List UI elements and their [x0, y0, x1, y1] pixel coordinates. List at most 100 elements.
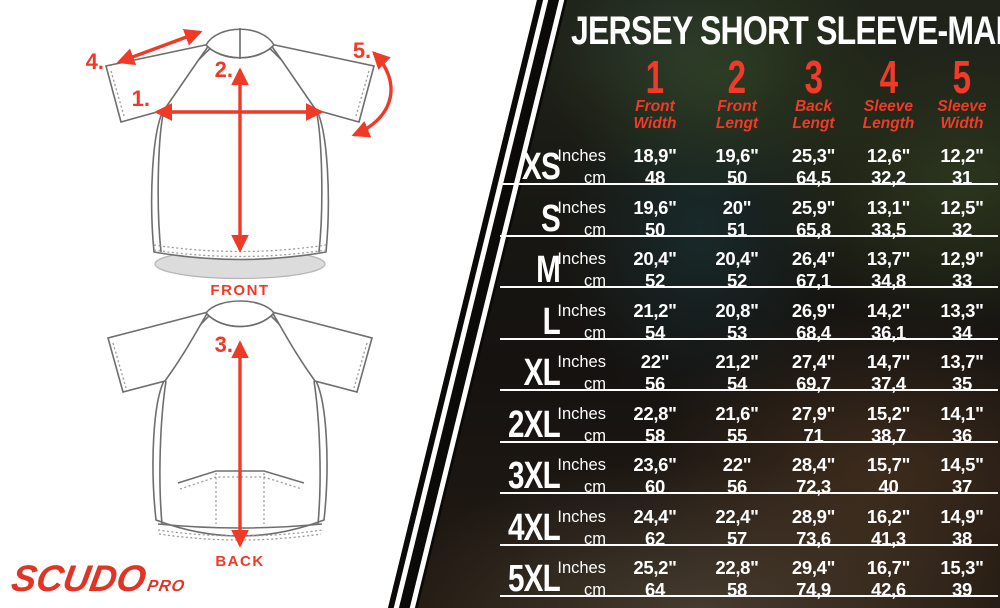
value-cell-back-length: 28,4" 72,3	[791, 454, 836, 497]
size-row: M Inches cm 20,4" 52 20,4" 52 26,4" 67,1	[492, 245, 998, 297]
row-separator	[500, 595, 998, 597]
value-cell-sleeve-width: 14,1" 36	[940, 402, 984, 446]
value-cell-sleeve-width: 12,5" 32	[940, 196, 984, 240]
row-separator	[500, 183, 998, 185]
value-cell-front-width: 23,6" 60	[633, 454, 677, 497]
size-label: 2XL	[507, 403, 561, 446]
value-cell-sleeve-length: 14,2" 36,1	[866, 299, 911, 343]
value-cell-sleeve-width: 15,3" 39	[940, 557, 984, 600]
unit-cm: cm	[584, 426, 606, 445]
value-cell-front-length: 20" 51	[722, 196, 752, 240]
front-left-cuff-stitch	[110, 70, 125, 117]
column-label: Front Width	[633, 98, 677, 132]
back-right-cuff-stitch	[353, 342, 368, 389]
back-left-cuff-stitch	[112, 342, 127, 389]
unit-cell: Inches cm	[557, 348, 612, 400]
row-separator	[500, 492, 998, 494]
unit-inches: Inches	[557, 456, 606, 474]
unit-inches: Inches	[557, 559, 606, 577]
front-right-sleeve	[268, 42, 375, 123]
unit-cm: cm	[584, 375, 606, 393]
value-cell-front-width: 22,8" 58	[633, 402, 677, 446]
unit-cell: Inches cm	[557, 503, 612, 555]
size-row: XS Inches cm 18,9" 48 19,6" 50 25,3" 64,…	[492, 142, 998, 194]
value-cell-sleeve-length: 15,2" 38,7	[866, 402, 911, 446]
value-cell-sleeve-length: 13,7" 34,8	[866, 248, 911, 291]
column-headers: 1 Front Width 2 Front Lengt 3 Back Lengt	[492, 51, 998, 132]
value-cell-front-width: 18,9" 48	[633, 145, 677, 188]
unit-cell: Inches cm	[557, 451, 612, 503]
brand-logo-text: SCUDO	[8, 558, 150, 599]
unit-cm: cm	[584, 581, 606, 599]
row-separator	[500, 337, 998, 340]
value-cell-sleeve-width: 14,5" 37	[940, 454, 984, 497]
column-label: Back Lengt	[792, 98, 835, 132]
column-header: 2 Front Lengt	[698, 51, 776, 132]
size-row: 5XL Inches cm 25,2" 64 22,8" 58 29,4" 74…	[492, 554, 998, 606]
value-cell-sleeve-width: 13,7" 35	[940, 351, 984, 394]
value-cell-back-length: 26,9" 68,4	[791, 299, 836, 343]
marker-3-label: 3.	[215, 332, 233, 357]
column-label: Sleeve Width	[937, 98, 987, 132]
value-cell-front-length: 21,2" 54	[715, 351, 759, 394]
front-label: FRONT	[210, 282, 269, 299]
back-neckline	[205, 312, 275, 328]
unit-cm: cm	[584, 169, 606, 187]
unit-inches: Inches	[557, 404, 606, 423]
value-cell-front-length: 22" 56	[722, 454, 752, 497]
unit-cm: cm	[584, 220, 606, 239]
value-cell-front-width: 24,4" 62	[633, 505, 677, 549]
size-label: 3XL	[507, 455, 561, 497]
value-cell-front-width: 20,4" 52	[633, 248, 677, 291]
column-header: 4 Sleeve Length	[851, 51, 926, 132]
value-cell-sleeve-length: 13,1" 33,5	[866, 196, 911, 240]
value-cell-front-length: 20,8" 53	[715, 299, 759, 343]
column-number: 2	[727, 51, 747, 103]
column-number: 4	[879, 51, 898, 103]
value-cell-sleeve-length: 15,7" 40	[866, 454, 911, 497]
column-header: 1 Front Width	[612, 51, 698, 132]
value-cell-sleeve-width: 13,3" 34	[940, 299, 984, 343]
size-row: 3XL Inches cm 23,6" 60 22" 56 28,4" 72,3	[492, 451, 998, 503]
value-cell-back-length: 25,3" 64,5	[791, 145, 836, 188]
column-number: 3	[804, 51, 823, 103]
measure-arrow-sleeve-width	[351, 51, 393, 138]
column-number: 5	[952, 51, 972, 103]
unit-inches: Inches	[557, 147, 606, 165]
row-separator	[500, 389, 998, 391]
front-jersey-drawing: 4. 2. 1. 5. FRONT	[86, 28, 393, 299]
marker-5-label: 5.	[353, 38, 371, 63]
value-cell-sleeve-length: 12,6" 32,2	[866, 145, 911, 188]
page-title: JERSEY SHORT SLEEVE-MAN	[571, 9, 1000, 53]
value-cell-front-width: 25,2" 64	[633, 557, 677, 600]
size-row: S Inches cm 19,6" 50 20" 51 25,9" 65,8	[492, 194, 998, 246]
value-cell-front-length: 22,8" 58	[715, 557, 759, 600]
back-left-seam	[159, 380, 167, 525]
value-cell-back-length: 27,4" 69,7	[791, 351, 836, 394]
value-cell-back-length: 26,4" 67,1	[791, 248, 836, 291]
size-label: 5XL	[507, 558, 561, 600]
column-number: 1	[645, 51, 665, 103]
value-cell-front-length: 20,4" 52	[715, 248, 759, 291]
value-cell-back-length: 25,9" 65,8	[791, 196, 836, 240]
size-label: L	[542, 300, 561, 343]
size-row: XL Inches cm 22" 56 21,2" 54 27,4" 69,7	[492, 348, 998, 400]
column-label: Sleeve Length	[862, 98, 915, 132]
size-label: XL	[523, 352, 561, 394]
back-jersey-drawing: 3. BACK	[107, 300, 373, 570]
back-right-sleeve	[270, 310, 373, 393]
row-separator	[500, 234, 998, 237]
front-hem-stitch-2	[153, 249, 327, 258]
row-separator	[500, 440, 998, 443]
unit-inches: Inches	[557, 301, 606, 320]
value-cell-back-length: 29,4" 74,9	[791, 557, 836, 600]
value-cell-back-length: 27,9" 71	[791, 402, 836, 446]
unit-cm: cm	[584, 529, 606, 548]
size-row: 4XL Inches cm 24,4" 62 22,4" 57 28,9" 73…	[492, 503, 998, 555]
value-cell-front-width: 19,6" 50	[633, 196, 677, 240]
marker-4-label: 4.	[86, 49, 104, 74]
size-row: L Inches cm 21,2" 54 20,8" 53 26,9" 68,4	[492, 297, 998, 349]
value-cell-front-width: 22" 56	[640, 351, 670, 394]
back-right-seam	[313, 380, 321, 525]
value-cell-sleeve-width: 12,9" 33	[940, 248, 984, 291]
